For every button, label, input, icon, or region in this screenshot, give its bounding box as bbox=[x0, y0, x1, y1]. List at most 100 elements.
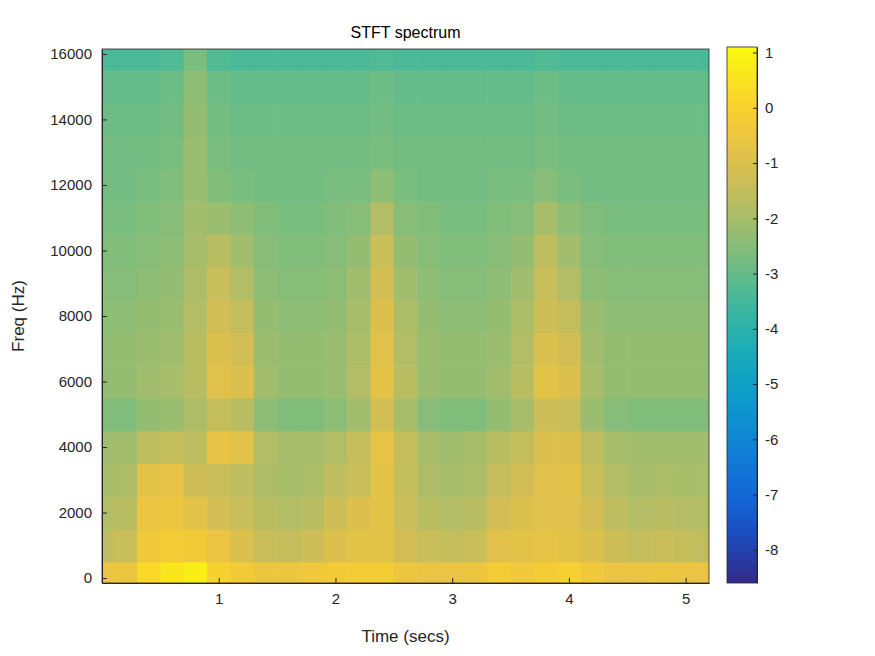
heatmap-cell bbox=[604, 136, 628, 169]
heatmap-cell bbox=[102, 496, 114, 529]
tick: 3 bbox=[449, 578, 457, 607]
heatmap-cell bbox=[300, 365, 324, 398]
heatmap-cell bbox=[581, 496, 605, 529]
heatmap-cell bbox=[487, 398, 511, 431]
heatmap-cell bbox=[394, 365, 418, 398]
heatmap-cell bbox=[557, 103, 581, 136]
heatmap-cell bbox=[277, 300, 301, 333]
heatmap-cell bbox=[230, 70, 254, 103]
heatmap-cell bbox=[464, 267, 488, 300]
heatmap-cell bbox=[277, 463, 301, 496]
heatmap-cell bbox=[184, 103, 208, 136]
tick-label: 12000 bbox=[50, 176, 92, 193]
tick: 2 bbox=[332, 578, 340, 607]
heatmap-cell bbox=[300, 431, 324, 464]
tick-label: 8000 bbox=[59, 307, 92, 324]
heatmap-cell bbox=[441, 201, 465, 234]
heatmap-cell bbox=[627, 201, 651, 234]
heatmap-cell bbox=[114, 365, 138, 398]
heatmap-cell bbox=[487, 103, 511, 136]
heatmap-cell bbox=[347, 365, 371, 398]
heatmap-cell bbox=[137, 103, 161, 136]
heatmap-cell bbox=[207, 300, 231, 333]
heatmap-cell bbox=[347, 234, 371, 267]
heatmap-cell bbox=[160, 398, 184, 431]
heatmap-cell bbox=[347, 431, 371, 464]
heatmap-cell bbox=[581, 431, 605, 464]
tick: -3 bbox=[753, 265, 778, 282]
heatmap-cell bbox=[230, 365, 254, 398]
heatmap-cell bbox=[627, 70, 651, 103]
heatmap-cell bbox=[230, 332, 254, 365]
heatmap-cell bbox=[674, 463, 698, 496]
heatmap-cell bbox=[114, 103, 138, 136]
heatmap-cell bbox=[184, 201, 208, 234]
heatmap-cell bbox=[651, 70, 675, 103]
heatmap-cell bbox=[254, 398, 278, 431]
heatmap-cell bbox=[674, 529, 698, 562]
heatmap-cell bbox=[230, 169, 254, 202]
tick: -5 bbox=[753, 375, 778, 392]
heatmap-cell bbox=[651, 463, 675, 496]
heatmap-cell bbox=[254, 529, 278, 562]
heatmap-cell bbox=[102, 562, 114, 583]
heatmap-cell bbox=[184, 398, 208, 431]
heatmap-cell bbox=[441, 169, 465, 202]
heatmap-cell bbox=[534, 201, 558, 234]
heatmap-cell bbox=[160, 300, 184, 333]
tick-mark bbox=[753, 439, 757, 440]
heatmap-cell bbox=[651, 398, 675, 431]
heatmap-cell bbox=[627, 431, 651, 464]
heatmap-cell bbox=[464, 201, 488, 234]
heatmap-cell bbox=[441, 529, 465, 562]
heatmap-cell bbox=[394, 267, 418, 300]
heatmap-cell bbox=[441, 332, 465, 365]
heatmap-cell bbox=[347, 300, 371, 333]
heatmap-cell bbox=[300, 398, 324, 431]
heatmap-cell bbox=[254, 267, 278, 300]
heatmap-cell bbox=[324, 463, 348, 496]
heatmap-cell bbox=[651, 365, 675, 398]
heatmap-cell bbox=[487, 332, 511, 365]
heatmap-cell bbox=[511, 169, 535, 202]
heatmap-cell bbox=[160, 365, 184, 398]
heatmap-cell bbox=[441, 300, 465, 333]
heatmap-cell bbox=[511, 529, 535, 562]
heatmap-cell bbox=[487, 463, 511, 496]
tick-label: 10000 bbox=[50, 242, 92, 259]
heatmap-cell bbox=[557, 496, 581, 529]
heatmap-cell bbox=[370, 267, 394, 300]
heatmap-cell bbox=[114, 201, 138, 234]
heatmap-cell bbox=[394, 496, 418, 529]
heatmap-cell bbox=[441, 365, 465, 398]
heatmap-cell bbox=[674, 300, 698, 333]
heatmap-cell bbox=[114, 562, 138, 583]
tick: 5 bbox=[682, 578, 690, 607]
tick-mark bbox=[102, 54, 107, 55]
heatmap-cell bbox=[511, 136, 535, 169]
heatmap-cell bbox=[230, 201, 254, 234]
heatmap-cell bbox=[254, 49, 278, 71]
tick-mark bbox=[102, 513, 107, 514]
heatmap-cell bbox=[137, 365, 161, 398]
heatmap-cell bbox=[114, 169, 138, 202]
tick-label: 1 bbox=[765, 44, 773, 61]
heatmap-cell bbox=[487, 234, 511, 267]
heatmap-cell bbox=[651, 103, 675, 136]
heatmap-cell bbox=[627, 332, 651, 365]
heatmap-cell bbox=[254, 201, 278, 234]
heatmap-cell bbox=[102, 103, 114, 136]
heatmap-cell bbox=[137, 201, 161, 234]
heatmap-cell bbox=[277, 267, 301, 300]
tick-mark bbox=[753, 550, 757, 551]
tick-label: -3 bbox=[765, 265, 778, 282]
heatmap-cell bbox=[347, 332, 371, 365]
heatmap-cell bbox=[184, 136, 208, 169]
heatmap-cell bbox=[300, 267, 324, 300]
heatmap-cell bbox=[441, 496, 465, 529]
heatmap-cell bbox=[417, 300, 441, 333]
heatmap-cell bbox=[511, 398, 535, 431]
heatmap-cell bbox=[697, 562, 709, 583]
heatmap-cell bbox=[394, 562, 418, 583]
heatmap-cell bbox=[534, 398, 558, 431]
